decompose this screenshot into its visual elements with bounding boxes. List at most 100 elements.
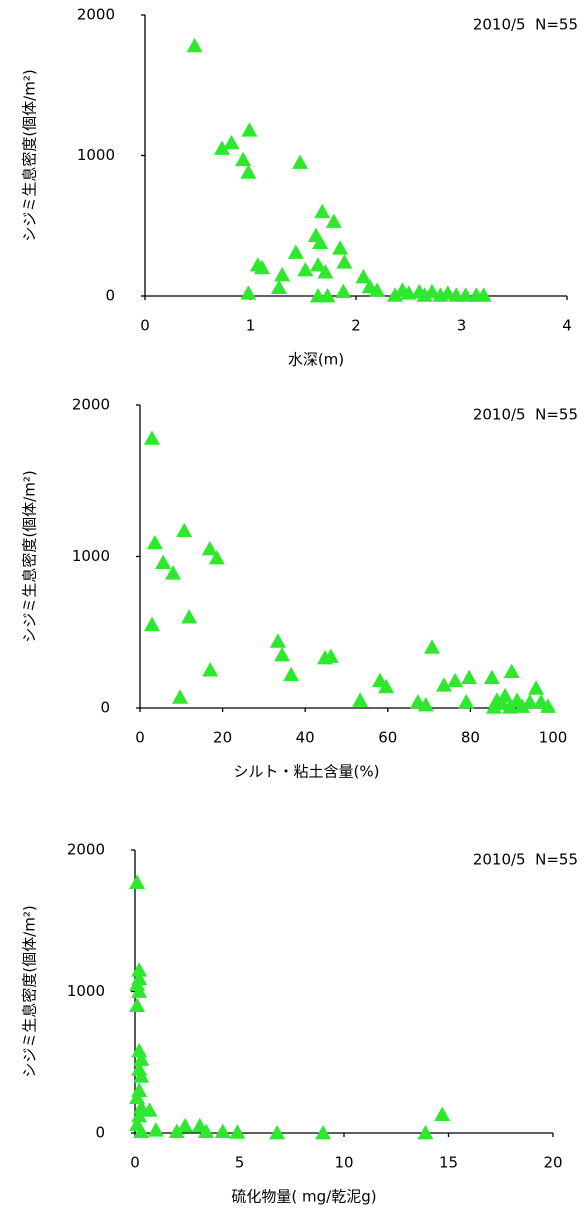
point [240, 164, 257, 179]
y-axis-label: シジミ生息密度(個体/m²) [21, 470, 39, 642]
point [369, 282, 386, 297]
x-tick-label: 20 [543, 1154, 562, 1172]
point [133, 1123, 150, 1138]
point [143, 616, 160, 632]
point [146, 534, 163, 550]
annotation: 2010/5 N=55 [473, 406, 578, 424]
point [235, 151, 252, 167]
point [378, 678, 395, 694]
x-tick-label: 60 [378, 729, 397, 747]
point [417, 1125, 434, 1140]
x-tick-label: 15 [439, 1154, 458, 1172]
x-tick-label: 0 [140, 317, 150, 335]
point [497, 687, 514, 703]
point [528, 680, 545, 695]
point [214, 140, 231, 155]
x-tick-label: 100 [539, 729, 568, 747]
point [165, 565, 182, 580]
point [417, 696, 434, 712]
x-tick-label: 0 [130, 1154, 140, 1172]
point [143, 430, 160, 445]
point [241, 122, 258, 137]
point [131, 1042, 148, 1058]
y-tick-label: 1000 [67, 982, 105, 1000]
x-tick-label: 80 [461, 729, 480, 747]
point [423, 283, 440, 299]
point [181, 609, 198, 624]
y-tick-label: 1000 [72, 547, 110, 565]
point [176, 522, 193, 538]
y-axis-label: シジミ生息密度(個体/m²) [21, 69, 39, 241]
point [336, 254, 353, 269]
point [457, 287, 474, 302]
point [131, 962, 148, 977]
x-tick-label: 1 [246, 317, 256, 335]
point [485, 699, 502, 714]
point [447, 672, 464, 688]
point [202, 662, 219, 677]
point [514, 698, 531, 713]
x-tick-label: 5 [235, 1154, 245, 1172]
point [254, 259, 271, 275]
y-tick-label: 1000 [77, 146, 115, 164]
point [283, 666, 300, 682]
y-tick-label: 2000 [72, 396, 110, 414]
point [423, 639, 440, 654]
point [297, 262, 314, 277]
point [319, 288, 336, 303]
point [177, 1117, 194, 1133]
point [214, 1123, 231, 1138]
point [435, 677, 452, 692]
point [287, 244, 304, 259]
point [458, 693, 475, 709]
point [133, 1068, 150, 1083]
annotation: 2010/5 N=55 [473, 851, 578, 869]
y-tick-label: 0 [105, 287, 115, 305]
point [475, 287, 492, 302]
point [155, 554, 172, 569]
annotation: 2010/5 N=55 [473, 16, 578, 34]
point [274, 266, 291, 282]
point [502, 699, 519, 714]
y-tick-label: 2000 [77, 6, 115, 24]
point [503, 663, 520, 679]
point [223, 134, 240, 150]
point [240, 285, 257, 300]
x-tick-label: 4 [562, 317, 572, 335]
x-axis-label: 硫化物量( mg/乾泥g) [231, 1188, 376, 1206]
y-tick-label: 0 [95, 1124, 105, 1142]
point [434, 1106, 451, 1122]
point [186, 37, 203, 53]
point [172, 689, 189, 704]
point [317, 264, 334, 279]
point [325, 213, 342, 228]
point [315, 1125, 332, 1140]
x-tick-label: 20 [213, 729, 232, 747]
point [332, 240, 349, 255]
x-axis-label: シルト・粘土含量(%) [234, 763, 380, 781]
x-tick-label: 2 [351, 317, 361, 335]
x-axis-label: 水深(m) [288, 351, 344, 369]
point [147, 1122, 164, 1137]
point [483, 669, 500, 685]
y-tick-label: 0 [100, 699, 110, 717]
x-tick-label: 10 [334, 1154, 353, 1172]
point [269, 633, 286, 648]
point [129, 874, 146, 889]
x-tick-label: 0 [135, 729, 145, 747]
point [198, 1123, 215, 1138]
point [131, 1108, 148, 1123]
point [201, 540, 218, 556]
x-tick-label: 40 [296, 729, 315, 747]
point [270, 279, 287, 294]
y-axis-label: シジミ生息密度(個体/m²) [21, 905, 39, 1077]
point [335, 283, 352, 299]
y-tick-label: 2000 [67, 841, 105, 859]
point [312, 234, 329, 250]
point [521, 693, 538, 709]
point [355, 269, 372, 284]
point [387, 287, 404, 302]
point [292, 154, 309, 169]
x-tick-label: 3 [457, 317, 467, 335]
